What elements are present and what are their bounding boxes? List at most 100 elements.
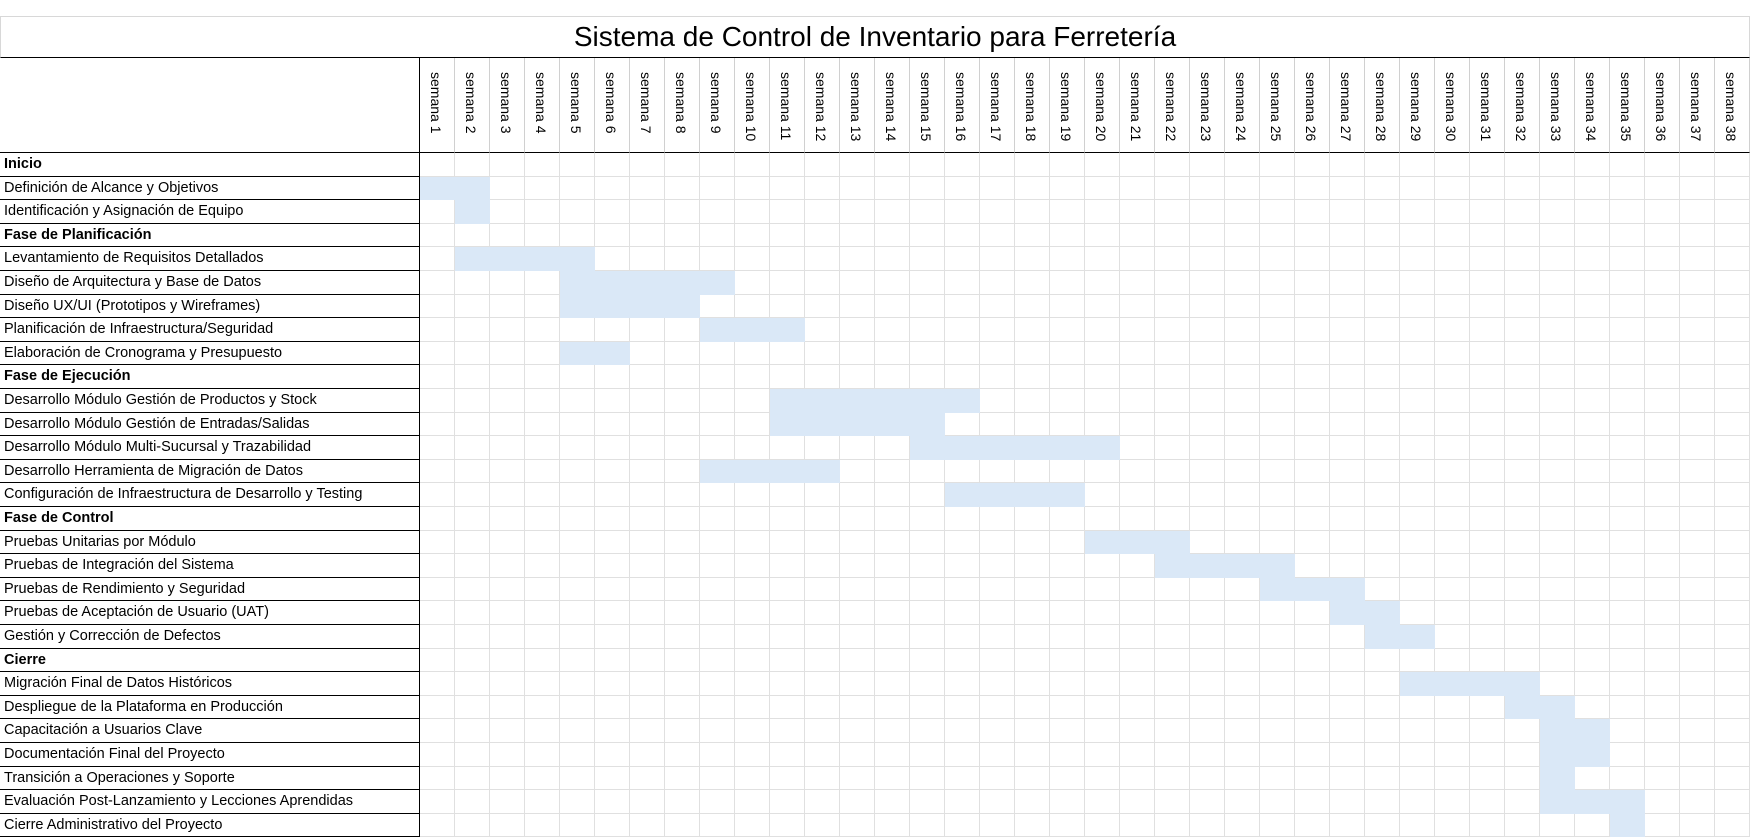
grid-cell[interactable] (420, 577, 455, 602)
grid-cell[interactable] (1120, 223, 1155, 248)
grid-cell[interactable] (1365, 790, 1400, 814)
grid-cell[interactable] (630, 459, 665, 484)
grid-cell[interactable] (525, 719, 560, 743)
grid-cell[interactable] (700, 625, 735, 649)
grid-cell[interactable] (1085, 601, 1120, 625)
grid-cell[interactable] (805, 719, 840, 743)
grid-cell[interactable] (1365, 365, 1400, 389)
grid-cell[interactable] (700, 294, 735, 319)
week-header-35[interactable]: semana 35 (1610, 58, 1645, 153)
grid-cell[interactable] (1155, 507, 1190, 531)
grid-cell[interactable] (840, 200, 875, 224)
grid-cell[interactable] (945, 318, 980, 342)
grid-cell[interactable] (735, 247, 770, 271)
grid-cell[interactable] (700, 341, 735, 366)
grid-cell[interactable] (1085, 389, 1120, 413)
grid-cell[interactable] (1190, 412, 1225, 437)
grid-cell[interactable] (630, 389, 665, 413)
grid-cell[interactable] (875, 247, 910, 271)
grid-cell[interactable] (840, 766, 875, 791)
grid-cell[interactable] (1050, 176, 1085, 201)
grid-cell[interactable] (1120, 412, 1155, 437)
grid-cell[interactable] (1085, 672, 1120, 696)
grid-cell[interactable] (1715, 672, 1750, 696)
gantt-bar[interactable] (1260, 577, 1365, 602)
grid-cell[interactable] (1715, 247, 1750, 271)
grid-cell[interactable] (1470, 247, 1505, 271)
grid-cell[interactable] (1540, 436, 1575, 460)
grid-cell[interactable] (1365, 341, 1400, 366)
grid-cell[interactable] (1295, 223, 1330, 248)
grid-cell[interactable] (735, 695, 770, 720)
grid-cell[interactable] (1505, 294, 1540, 319)
grid-cell[interactable] (735, 554, 770, 578)
grid-cell[interactable] (1470, 318, 1505, 342)
grid-cell[interactable] (1225, 271, 1260, 295)
grid-cell[interactable] (525, 790, 560, 814)
grid-cell[interactable] (1365, 436, 1400, 460)
grid-cell[interactable] (630, 743, 665, 767)
grid-cell[interactable] (1085, 625, 1120, 649)
grid-cell[interactable] (525, 813, 560, 837)
grid-cell[interactable] (665, 719, 700, 743)
grid-cell[interactable] (1260, 601, 1295, 625)
grid-cell[interactable] (1015, 389, 1050, 413)
grid-cell[interactable] (700, 648, 735, 673)
grid-cell[interactable] (1680, 389, 1715, 413)
grid-cell[interactable] (1575, 483, 1610, 507)
grid-cell[interactable] (595, 577, 630, 602)
grid-cell[interactable] (735, 577, 770, 602)
grid-cell[interactable] (1015, 695, 1050, 720)
grid-cell[interactable] (1015, 176, 1050, 201)
grid-cell[interactable] (875, 577, 910, 602)
grid-cell[interactable] (1715, 507, 1750, 531)
grid-cell[interactable] (1540, 577, 1575, 602)
grid-cell[interactable] (1575, 648, 1610, 673)
grid-cell[interactable] (595, 672, 630, 696)
grid-cell[interactable] (1435, 341, 1470, 366)
grid-cell[interactable] (1505, 153, 1540, 177)
grid-cell[interactable] (1260, 412, 1295, 437)
grid-cell[interactable] (805, 200, 840, 224)
grid-cell[interactable] (1540, 554, 1575, 578)
grid-cell[interactable] (875, 459, 910, 484)
grid-cell[interactable] (1260, 648, 1295, 673)
grid-cell[interactable] (525, 554, 560, 578)
grid-cell[interactable] (1435, 530, 1470, 555)
grid-cell[interactable] (875, 766, 910, 791)
grid-cell[interactable] (980, 176, 1015, 201)
grid-cell[interactable] (420, 672, 455, 696)
grid-cell[interactable] (1505, 813, 1540, 837)
grid-cell[interactable] (980, 507, 1015, 531)
grid-cell[interactable] (1540, 530, 1575, 555)
grid-cell[interactable] (1050, 577, 1085, 602)
grid-cell[interactable] (1225, 153, 1260, 177)
grid-cell[interactable] (875, 223, 910, 248)
grid-cell[interactable] (455, 412, 490, 437)
grid-cell[interactable] (1085, 483, 1120, 507)
grid-cell[interactable] (1575, 176, 1610, 201)
week-header-36[interactable]: semana 36 (1645, 58, 1680, 153)
grid-cell[interactable] (1610, 554, 1645, 578)
grid-cell[interactable] (1680, 341, 1715, 366)
grid-cell[interactable] (1400, 412, 1435, 437)
grid-cell[interactable] (875, 790, 910, 814)
grid-cell[interactable] (595, 648, 630, 673)
grid-cell[interactable] (910, 176, 945, 201)
grid-cell[interactable] (455, 341, 490, 366)
grid-cell[interactable] (770, 200, 805, 224)
grid-cell[interactable] (1120, 507, 1155, 531)
grid-cell[interactable] (455, 223, 490, 248)
task-label[interactable]: Pruebas Unitarias por Módulo (0, 530, 420, 555)
grid-cell[interactable] (945, 695, 980, 720)
grid-cell[interactable] (490, 530, 525, 555)
grid-cell[interactable] (700, 153, 735, 177)
grid-cell[interactable] (595, 223, 630, 248)
grid-cell[interactable] (630, 507, 665, 531)
grid-cell[interactable] (840, 530, 875, 555)
grid-cell[interactable] (1330, 176, 1365, 201)
grid-cell[interactable] (1225, 200, 1260, 224)
grid-cell[interactable] (1085, 695, 1120, 720)
grid-cell[interactable] (665, 672, 700, 696)
grid-cell[interactable] (630, 341, 665, 366)
